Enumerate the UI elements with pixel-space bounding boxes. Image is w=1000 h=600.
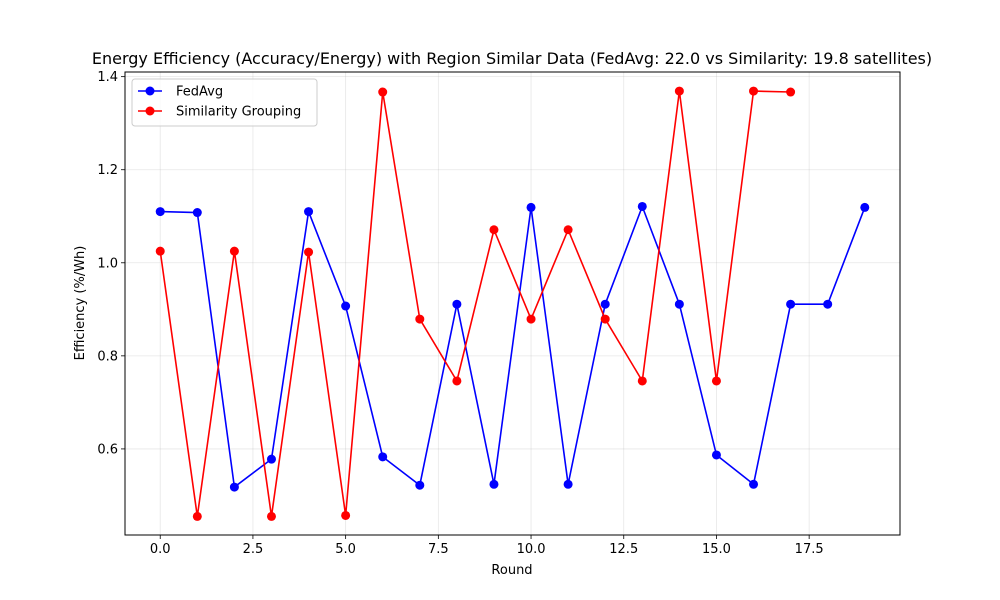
data-point-fedavg: [155, 207, 165, 217]
x-tick-label: 12.5: [609, 542, 638, 557]
data-point-similarity-grouping: [526, 314, 536, 324]
data-point-fedavg: [711, 450, 721, 460]
legend-label-similarity-grouping: Similarity Grouping: [176, 105, 301, 120]
legend-entry-fedavg: FedAvg: [138, 85, 223, 100]
series-similarity-grouping: [155, 86, 796, 521]
data-point-fedavg: [378, 452, 388, 462]
data-point-similarity-grouping: [711, 376, 721, 386]
data-point-fedavg: [749, 479, 759, 489]
y-axis: 0.6 0.8 1.0 1.2 1.4: [97, 70, 125, 457]
series-line-fedavg: [160, 205, 866, 488]
data-point-fedavg: [415, 480, 425, 490]
x-axis-label: Round: [491, 563, 532, 578]
series-line-similarity-grouping: [159, 90, 791, 518]
data-point-fedavg: [229, 482, 239, 492]
data-point-similarity-grouping: [786, 87, 796, 97]
data-point-fedavg: [786, 299, 796, 309]
data-point-similarity-grouping: [415, 314, 425, 324]
series-layer: [155, 86, 870, 521]
y-tick-label: 1.0: [97, 256, 118, 271]
x-tick-label: 17.5: [795, 542, 824, 557]
data-point-similarity-grouping: [155, 246, 165, 256]
y-tick-label: 0.6: [97, 442, 118, 457]
y-tick-label: 0.8: [97, 349, 118, 364]
legend-box: [131, 78, 318, 127]
data-point-similarity-grouping: [637, 376, 647, 386]
data-point-similarity-grouping: [229, 246, 239, 256]
x-tick-label: 10.0: [517, 542, 546, 557]
series-fedavg: [155, 201, 870, 492]
data-point-fedavg: [341, 301, 351, 311]
data-point-fedavg: [637, 201, 647, 211]
data-point-fedavg: [674, 299, 684, 309]
legend-entry-similarity-grouping: Similarity Grouping: [138, 105, 301, 120]
data-point-similarity-grouping: [489, 225, 499, 235]
data-point-fedavg: [452, 299, 462, 309]
x-axis: 0.0 2.5 5.0 7.5 10.0 12.5 15.0 17.5: [150, 535, 824, 557]
x-tick-label: 5.0: [335, 542, 356, 557]
data-point-similarity-grouping: [600, 314, 610, 324]
data-point-fedavg: [304, 207, 314, 217]
data-point-similarity-grouping: [304, 247, 314, 257]
data-point-fedavg: [266, 454, 276, 464]
x-tick-label: 2.5: [243, 542, 264, 557]
legend: FedAvg Similarity Grouping: [131, 78, 318, 127]
data-point-similarity-grouping: [266, 511, 276, 521]
data-point-similarity-grouping: [563, 225, 573, 235]
chart-title: Energy Efficiency (Accuracy/Energy) with…: [92, 49, 932, 68]
y-axis-label: Efficiency (%/Wh): [73, 246, 88, 361]
y-tick-label: 1.4: [97, 70, 118, 85]
x-tick-label: 15.0: [702, 542, 731, 557]
data-point-similarity-grouping: [341, 510, 351, 520]
data-point-similarity-grouping: [749, 86, 759, 96]
x-tick-label: 7.5: [428, 542, 449, 557]
legend-marker-fedavg: [145, 86, 155, 96]
data-point-similarity-grouping: [674, 86, 684, 96]
y-tick-label: 1.2: [97, 163, 118, 178]
data-point-fedavg: [860, 202, 870, 212]
legend-marker-similarity-grouping: [145, 106, 155, 116]
data-point-fedavg: [563, 479, 573, 489]
data-point-similarity-grouping: [192, 511, 202, 521]
data-point-fedavg: [823, 299, 833, 309]
data-point-fedavg: [600, 299, 610, 309]
plot-area-frame: [124, 71, 901, 536]
data-point-fedavg: [192, 208, 202, 218]
data-point-similarity-grouping: [452, 376, 462, 386]
legend-label-fedavg: FedAvg: [176, 85, 223, 100]
data-point-fedavg: [526, 202, 536, 212]
x-tick-label: 0.0: [150, 542, 171, 557]
data-point-similarity-grouping: [378, 87, 388, 97]
data-point-fedavg: [489, 479, 499, 489]
